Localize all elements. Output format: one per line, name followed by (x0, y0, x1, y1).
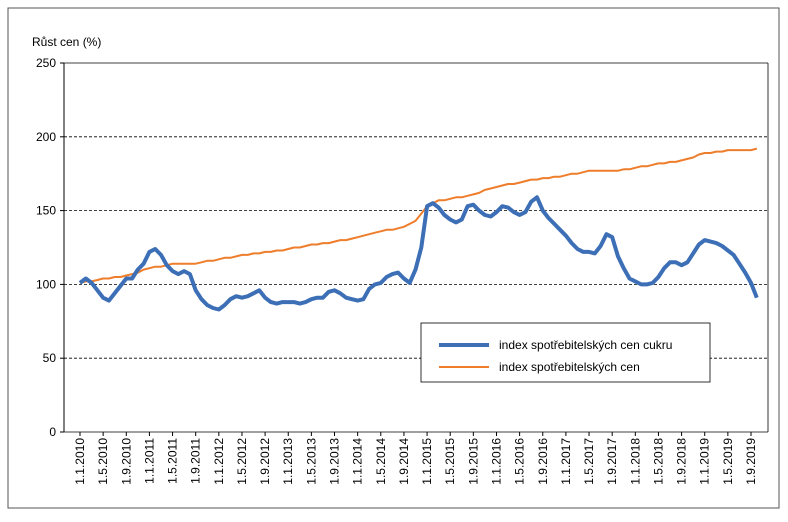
y-axis-title: Růst cen (%) (32, 35, 101, 49)
x-tick-label: 1.9.2011 (189, 438, 203, 484)
x-tick-label: 1.9.2015 (466, 438, 480, 485)
x-tick-label: 1.1.2014 (351, 438, 365, 485)
x-tick-label: 1.9.2016 (536, 438, 550, 485)
series-line (78, 195, 759, 312)
y-tick-label: 50 (43, 351, 57, 365)
y-tick-label: 150 (36, 204, 56, 218)
legend-label: index spotřebitelských cen (499, 360, 640, 374)
x-tick-label: 1.9.2019 (744, 438, 758, 485)
x-tick-label: 1.9.2018 (675, 438, 689, 485)
x-tick-label: 1.9.2013 (328, 438, 342, 485)
x-tick-label: 1.1.2019 (698, 438, 712, 485)
x-tick-label: 1.1.2018 (628, 438, 642, 485)
frame (7, 7, 780, 509)
legend-label: index spotřebitelských cen cukru (499, 338, 672, 352)
x-tick-label: 1.5.2017 (582, 438, 596, 485)
x-tick-label: 1.5.2016 (513, 438, 527, 485)
y-tick-label: 0 (49, 425, 56, 439)
x-tick-label: 1.9.2014 (397, 438, 411, 485)
x-tick-label: 1.5.2012 (235, 438, 249, 485)
x-tick-label: 1.5.2015 (443, 438, 457, 485)
y-tick-label: 200 (36, 130, 56, 144)
legend (420, 322, 711, 383)
y-tick-label: 100 (36, 277, 56, 291)
x-tick-label: 1.5.2014 (374, 438, 388, 485)
x-tick-label: 1.5.2011 (166, 438, 180, 484)
x-tick-label: 1.1.2012 (212, 438, 226, 485)
x-tick-label: 1.5.2019 (721, 438, 735, 485)
x-tick-label: 1.1.2013 (281, 438, 295, 485)
x-tick-label: 1.9.2017 (605, 438, 619, 485)
x-tick-label: 1.1.2017 (559, 438, 573, 485)
x-tick-label: 1.1.2015 (420, 438, 434, 485)
series-line (79, 147, 758, 284)
x-tick-label: 1.5.2018 (651, 438, 665, 485)
x-tick-label: 1.1.2016 (489, 438, 503, 485)
x-tick-label: 1.9.2010 (119, 438, 133, 485)
x-tick-label: 1.5.2010 (96, 438, 110, 485)
x-tick-label: 1.5.2013 (304, 438, 318, 485)
y-tick-label: 250 (36, 56, 56, 70)
x-tick-label: 1.1.2010 (73, 438, 87, 485)
x-tick-label: 1.1.2011 (142, 438, 156, 484)
x-tick-label: 1.9.2012 (258, 438, 272, 485)
